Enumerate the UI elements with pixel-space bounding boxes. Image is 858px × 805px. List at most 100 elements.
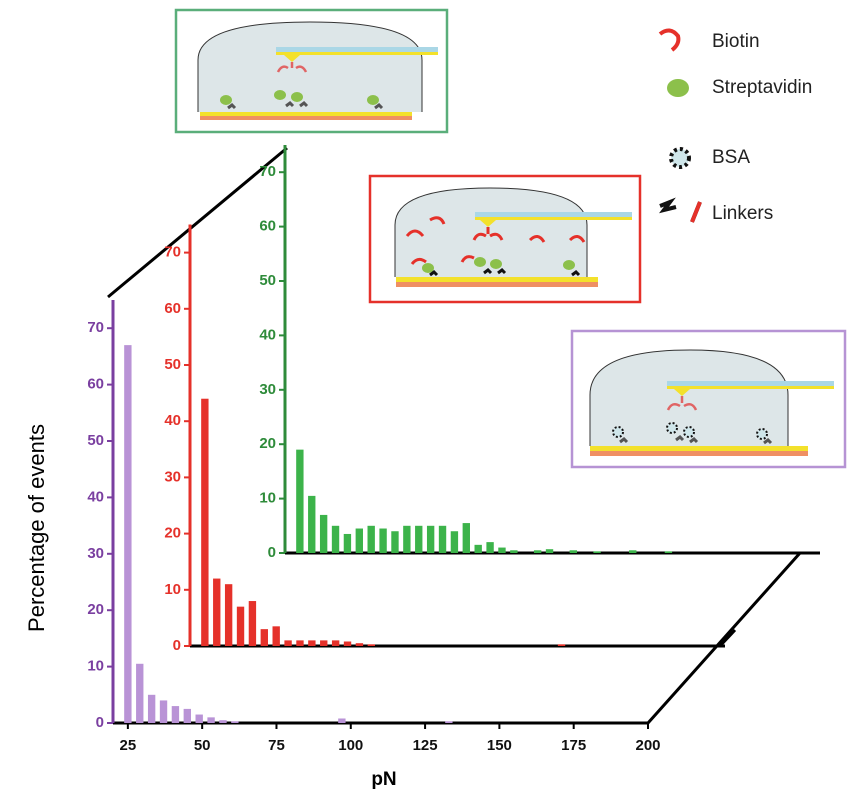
bar [248,601,257,646]
bar [445,721,453,723]
y-tick-label: 10 [259,490,276,507]
bar [629,550,637,553]
bar [296,640,304,646]
bar [474,544,482,553]
legend-label: BSA [712,147,750,168]
x-tick-label: 25 [120,737,137,754]
bar [403,525,411,553]
bar [355,643,364,646]
y-tick-label: 70 [87,319,104,336]
bar [136,663,144,723]
bar [438,525,447,553]
bar [593,551,601,553]
bar [338,718,346,723]
y-tick-label: 0 [173,637,181,654]
biotin-icon [658,28,681,52]
y-tick-label: 10 [87,658,104,675]
bar [379,528,387,553]
bar [236,606,245,646]
x-tick-label: 50 [194,737,211,754]
x-tick-label: 75 [268,737,285,754]
bar [343,641,352,646]
y-tick-label: 70 [164,244,181,261]
bar [367,525,375,553]
y-tick-label: 60 [164,300,181,317]
bar [201,398,209,646]
bar [533,550,542,553]
bar [159,700,168,723]
schematic-biotin [368,174,642,304]
bar [498,547,506,553]
y-tick-label: 20 [164,525,181,542]
bar [426,525,435,553]
x-axis-label: pN [371,769,396,790]
bar [213,578,221,646]
bsa-icon [669,147,691,169]
linker-icon [690,201,702,223]
legend-label: Streptavidin [712,77,812,98]
y-tick-label: 0 [96,714,104,731]
bar [183,708,191,723]
y-tick-label: 60 [87,376,104,393]
bar [343,533,352,553]
bar [450,531,459,553]
x-tick-label: 200 [635,737,660,754]
bar [147,694,156,723]
y-tick-label: 50 [164,356,181,373]
bar [219,720,227,723]
bar [284,640,292,646]
y-tick-label: 10 [164,581,181,598]
bar [171,706,180,723]
y-tick-label: 40 [87,488,104,505]
bar [355,528,363,553]
y-tick-label: 40 [259,326,276,343]
bar [260,629,268,646]
perspective-line [718,628,737,648]
bar [569,550,577,553]
x-tick-label: 150 [487,737,512,754]
y-tick-label: 60 [259,218,276,235]
bar [510,550,518,553]
y-tick-label: 30 [259,381,276,398]
y-axis-label: Percentage of events [24,424,49,632]
y-tick-label: 50 [87,432,104,449]
y-tick-label: 70 [259,163,276,180]
bar [331,640,340,646]
bar [545,549,554,553]
bar [331,525,340,553]
bar [224,584,233,646]
schematic-legend: Biotin Streptavidin BSA Linkers [658,28,812,224]
perspective-line [646,552,802,724]
y-tick-label: 0 [268,544,276,561]
bar [320,640,328,646]
schematic-bsa [570,329,847,469]
y-tick-label: 30 [164,468,181,485]
bar [308,495,316,553]
bar [308,640,316,646]
x-tick-label: 175 [561,737,586,754]
schematic-streptavidin [174,8,449,134]
bar [207,717,215,723]
bar [319,514,328,553]
x-tick-label: 100 [338,737,363,754]
bar [367,644,375,646]
bar [124,345,132,723]
bar [296,449,304,553]
legend-label: Linkers [712,203,773,224]
y-tick-label: 20 [259,435,276,452]
bar [231,721,239,723]
bar [195,714,203,723]
bar [415,525,423,553]
y-tick-label: 40 [164,412,181,429]
streptavidin-icon [667,79,689,97]
x-tick-label: 125 [413,737,438,754]
bar [557,644,566,646]
y-tick-label: 20 [87,601,104,618]
perspective-line [107,146,288,299]
y-tick-label: 50 [259,272,276,289]
legend-label: Biotin [712,31,760,52]
bar [391,531,399,553]
bar [486,542,494,553]
y-tick-label: 30 [87,545,104,562]
